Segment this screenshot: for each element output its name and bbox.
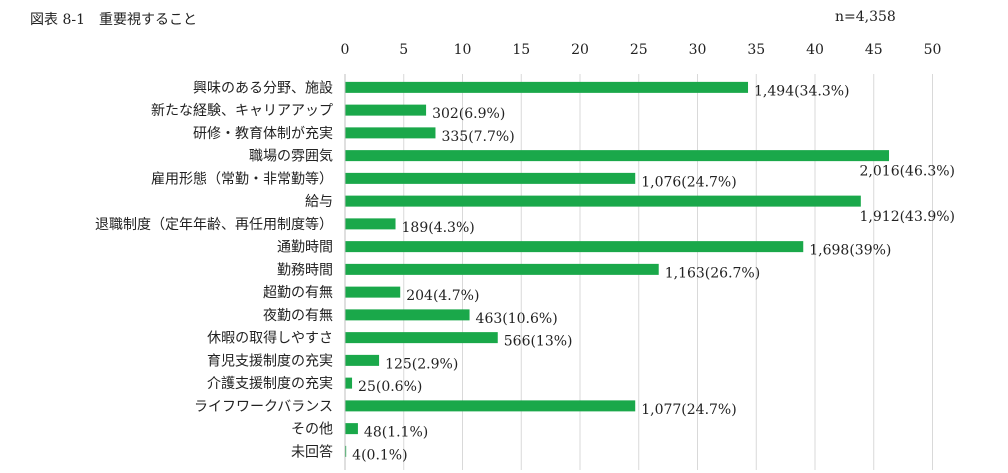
x-tick-label: 40 [806, 42, 824, 58]
category-label: 通勤時間 [277, 240, 333, 256]
data-label: 566(13%) [504, 334, 573, 350]
x-tick-label: 15 [512, 42, 530, 58]
x-tick-label: 10 [454, 42, 472, 58]
bar [345, 400, 636, 412]
category-label: ライフワークバランス [194, 399, 333, 415]
x-tick-label: 45 [865, 42, 883, 58]
bar [345, 127, 436, 139]
x-tick-label: 0 [341, 42, 350, 58]
category-label: 雇用形態（常勤・非常勤等） [151, 170, 333, 187]
x-tick-label: 20 [571, 42, 589, 58]
bar [345, 332, 498, 344]
category-label: 職場の雰囲気 [249, 149, 333, 165]
x-tick-label: 50 [924, 42, 942, 58]
bar [345, 286, 401, 298]
data-label: 1,698(39%) [809, 243, 891, 259]
category-label: 育児支援制度の充実 [207, 353, 333, 369]
bar [345, 81, 749, 93]
bar [345, 195, 861, 207]
data-label: 1,076(24.7%) [641, 174, 736, 190]
category-label: 退職制度（定年年齢、再任用制度等） [95, 216, 333, 233]
x-tick-label: 35 [747, 42, 765, 58]
category-label: 勤務時間 [277, 262, 333, 278]
data-label: 125(2.9%) [385, 356, 458, 372]
data-label: 204(4.7%) [406, 288, 479, 304]
x-tick-label: 25 [630, 42, 648, 58]
data-label: 4(0.1%) [352, 447, 407, 463]
bar [345, 377, 353, 389]
category-label: 介護支援制度の充実 [207, 376, 333, 392]
bar [345, 263, 659, 275]
sample-size-label: n=4,358 [835, 9, 896, 25]
category-label: 夜勤の有無 [263, 308, 333, 324]
data-label: 1,163(26.7%) [665, 265, 760, 281]
category-label: 給与 [305, 194, 333, 210]
data-label: 302(6.9%) [432, 106, 505, 122]
data-label: 48(1.1%) [364, 425, 428, 441]
bar [345, 150, 890, 162]
category-label: 休暇の取得しやすさ [207, 330, 333, 347]
data-label: 1,912(43.9%) [860, 209, 955, 225]
data-label: 335(7.7%) [441, 129, 514, 145]
bar [345, 423, 358, 435]
bar [345, 354, 380, 366]
data-label: 25(0.6%) [358, 379, 422, 395]
data-label: 2,016(46.3%) [860, 164, 955, 180]
bar [345, 104, 427, 116]
data-label: 1,494(34.3%) [754, 83, 849, 99]
figure-title: 図表 8-1 重要視すること [30, 12, 197, 28]
bar [345, 309, 470, 321]
bar [345, 241, 804, 253]
x-tick-label: 5 [399, 42, 408, 58]
data-label: 1,077(24.7%) [641, 402, 736, 418]
category-label: 超勤の有無 [263, 285, 333, 301]
data-label: 463(10.6%) [476, 311, 558, 327]
category-label: 研修・教育体制が充実 [193, 126, 333, 142]
category-label: 新たな経験、キャリアアップ [151, 103, 333, 119]
x-tick-label: 30 [689, 42, 707, 58]
bar [345, 218, 396, 230]
data-label: 189(4.3%) [402, 220, 475, 236]
category-label: 興味のある分野、施設 [193, 80, 333, 96]
bar [345, 172, 636, 184]
category-label: その他 [291, 422, 333, 438]
bar [345, 445, 347, 457]
category-label: 未回答 [291, 443, 333, 460]
